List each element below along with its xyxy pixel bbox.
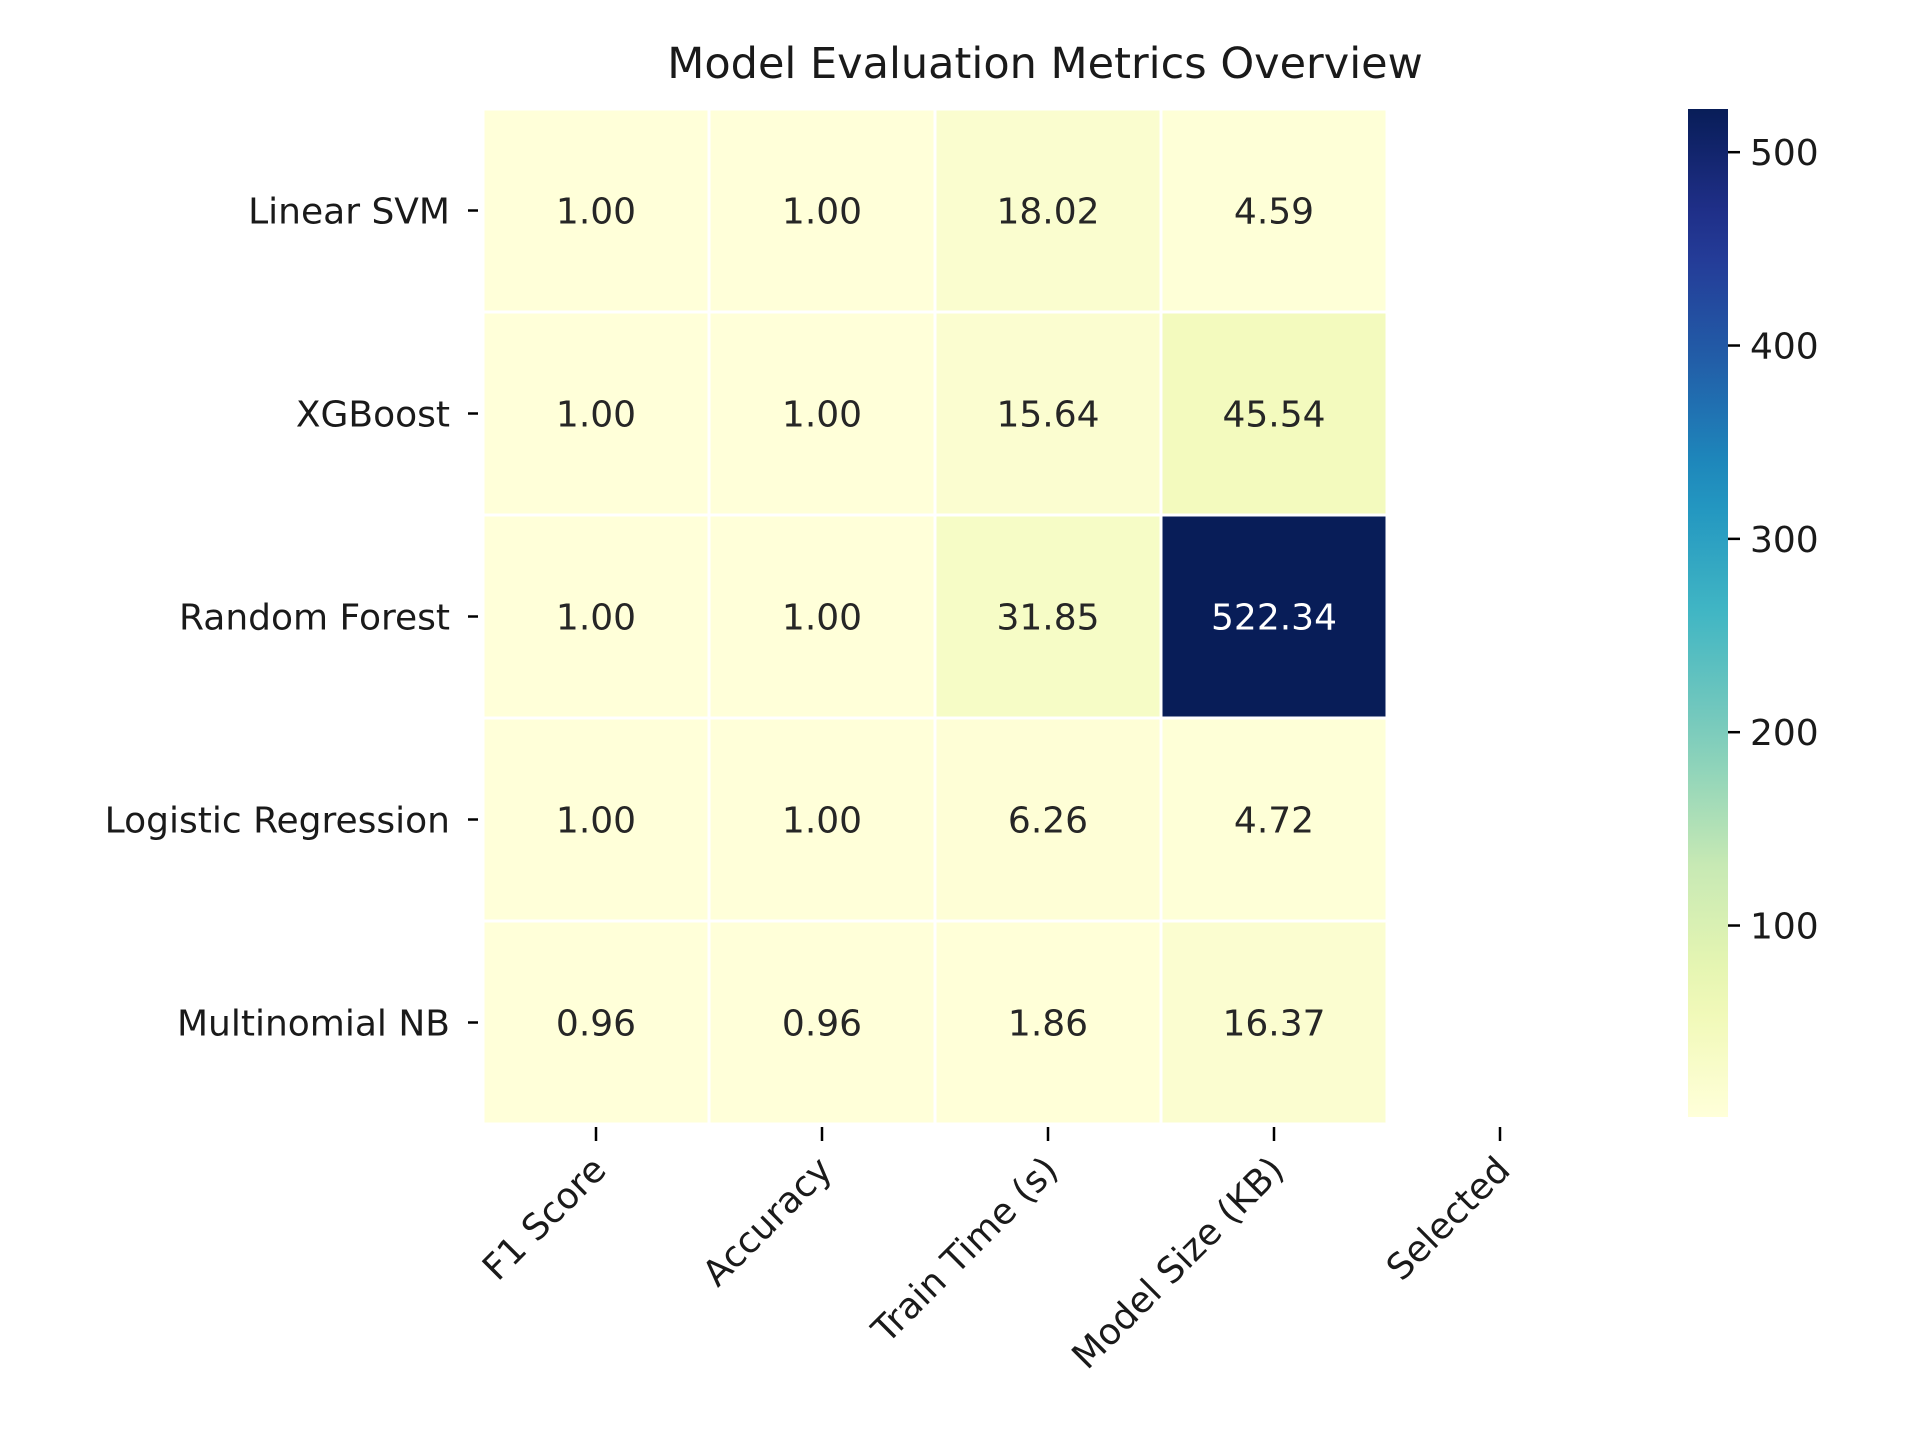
heatmap-cell xyxy=(1159,107,1389,314)
cell-value-label: 45.54 xyxy=(1222,395,1325,436)
column-label: Model Size (KB) xyxy=(1064,1149,1292,1377)
heatmap-cell xyxy=(1159,716,1389,923)
cell-value-label: 1.00 xyxy=(556,801,636,842)
heatmap-cell xyxy=(933,919,1163,1126)
cell-value-label: 1.00 xyxy=(556,395,636,436)
heatmap-cell xyxy=(933,107,1163,314)
cell-value-label: 1.00 xyxy=(782,395,862,436)
heatmap-cell xyxy=(1159,310,1389,517)
colorbar-tick-label: 100 xyxy=(1750,907,1819,948)
cell-value-label: 0.96 xyxy=(556,1004,636,1045)
row-label: XGBoost xyxy=(296,395,450,436)
colorbar-tick-label: 500 xyxy=(1750,133,1819,174)
cell-value-label: 1.00 xyxy=(556,598,636,639)
cell-value-label: 1.00 xyxy=(782,192,862,233)
cell-value-label: 0.96 xyxy=(782,1004,862,1045)
column-label: Train Time (s) xyxy=(864,1149,1066,1351)
heatmap-cell xyxy=(707,919,937,1126)
colorbar-tick-label: 400 xyxy=(1750,327,1819,368)
column-label: Selected xyxy=(1379,1149,1518,1288)
cell-value-label: 18.02 xyxy=(996,192,1099,233)
colorbar-ticks: 100 200 300 400 500 xyxy=(1728,133,1819,948)
row-labels: Linear SVM XGBoost Random Forest Logistic R… xyxy=(105,192,478,1045)
cell-value-label: 522.34 xyxy=(1211,598,1337,639)
heatmap-cell xyxy=(707,716,937,923)
cell-value-label: 16.37 xyxy=(1222,1004,1325,1045)
colorbar-tick-label: 300 xyxy=(1750,520,1819,561)
cell-value-label: 4.59 xyxy=(1234,192,1314,233)
cell-value-label: 4.72 xyxy=(1234,801,1314,842)
row-label: Random Forest xyxy=(179,598,450,639)
cell-value-label: 6.26 xyxy=(1008,801,1088,842)
cell-value-label: 1.00 xyxy=(782,598,862,639)
heatmap-cell xyxy=(707,310,937,517)
column-label: Accuracy xyxy=(695,1149,840,1294)
column-labels: F1 Score Accuracy Train Time (s)Model Size… xyxy=(475,1127,1518,1377)
colorbar-tick-label: 200 xyxy=(1750,713,1819,754)
heatmap-cell xyxy=(1159,919,1389,1126)
heatmap-cell xyxy=(481,107,711,314)
heatmap-cell xyxy=(1159,513,1389,720)
cell-value-label: 31.85 xyxy=(996,598,1099,639)
chart-title: Model Evaluation Metrics Overview xyxy=(667,39,1423,89)
row-label: Linear SVM xyxy=(248,192,450,233)
heatmap-cell xyxy=(707,107,937,314)
heatmap-cell xyxy=(707,513,937,720)
cell-value-label: 1.86 xyxy=(1008,1004,1088,1045)
heatmap-cells: 1.00 1.00 18.02 4.59 1.00 1.00 15.64 45.54 1.00 1… xyxy=(481,107,1389,1126)
row-label: Logistic Regression xyxy=(105,801,450,842)
column-label: F1 Score xyxy=(475,1149,614,1288)
cell-value-label: 1.00 xyxy=(556,192,636,233)
heatmap-cell xyxy=(481,919,711,1126)
colorbar: 100 200 300 400 500 xyxy=(1688,109,1819,1117)
cell-value-label: 1.00 xyxy=(782,801,862,842)
colorbar-gradient xyxy=(1688,109,1728,1117)
cell-value-label: 15.64 xyxy=(996,395,1099,436)
row-label: Multinomial NB xyxy=(177,1004,450,1045)
